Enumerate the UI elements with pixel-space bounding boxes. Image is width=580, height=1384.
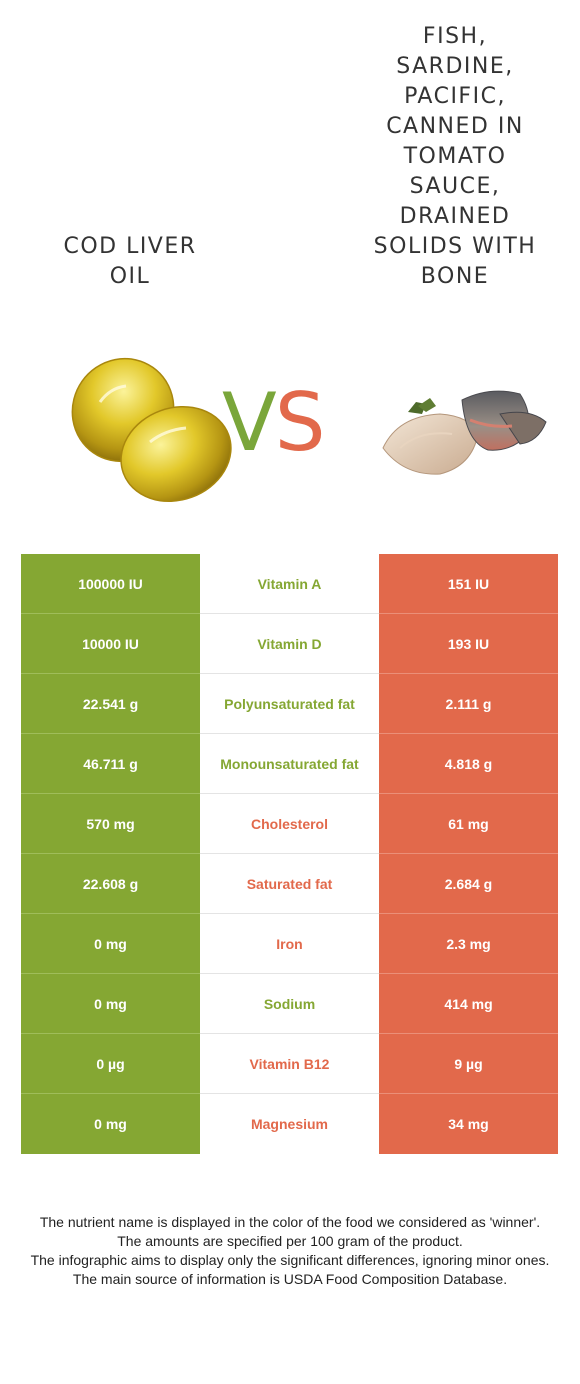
food-right-title: Fish, sardine, Pacific, canned in tomato… bbox=[373, 24, 537, 289]
left-value: 0 mg bbox=[21, 1094, 200, 1154]
table-row: 100000 IU Vitamin A 151 IU bbox=[21, 554, 558, 614]
capsule-icon-front bbox=[120, 405, 232, 503]
vs-letter-v: V bbox=[222, 376, 277, 469]
table-row: 0 mg Sodium 414 mg bbox=[21, 974, 558, 1034]
left-value: 100000 IU bbox=[21, 554, 200, 614]
nutrient-name: Cholesterol bbox=[200, 794, 379, 854]
nutrient-name: Magnesium bbox=[200, 1094, 379, 1154]
right-value: 9 µg bbox=[379, 1034, 558, 1094]
nutrient-name: Polyunsaturated fat bbox=[200, 674, 379, 734]
right-value: 2.3 mg bbox=[379, 914, 558, 974]
right-value: 193 IU bbox=[379, 614, 558, 674]
right-value: 414 mg bbox=[379, 974, 558, 1034]
nutrient-comparison-table: 100000 IU Vitamin A 151 IU 10000 IU Vita… bbox=[21, 554, 558, 1154]
footer-note: The amounts are specified per 100 gram o… bbox=[117, 1233, 463, 1249]
right-value: 61 mg bbox=[379, 794, 558, 854]
hero-illustration bbox=[71, 357, 547, 503]
table-row: 22.541 g Polyunsaturated fat 2.111 g bbox=[21, 674, 558, 734]
sardine-icon bbox=[382, 390, 547, 475]
right-value: 2.684 g bbox=[379, 854, 558, 914]
left-value: 0 mg bbox=[21, 974, 200, 1034]
table-row: 46.711 g Monounsaturated fat 4.818 g bbox=[21, 734, 558, 794]
nutrient-name: Vitamin D bbox=[200, 614, 379, 674]
right-value: 2.111 g bbox=[379, 674, 558, 734]
footer-note: The main source of information is USDA F… bbox=[72, 1271, 508, 1287]
table-row: 22.608 g Saturated fat 2.684 g bbox=[21, 854, 558, 914]
footer-notes: The nutrient name is displayed in the co… bbox=[20, 1213, 560, 1289]
table-row: 10000 IU Vitamin D 193 IU bbox=[21, 614, 558, 674]
table-row: 0 mg Iron 2.3 mg bbox=[21, 914, 558, 974]
footer-note: The infographic aims to display only the… bbox=[30, 1252, 550, 1268]
nutrient-name: Vitamin A bbox=[200, 554, 379, 614]
nutrient-name: Sodium bbox=[200, 974, 379, 1034]
nutrient-name: Iron bbox=[200, 914, 379, 974]
vs-letter-s: S bbox=[274, 376, 326, 469]
left-value: 22.541 g bbox=[21, 674, 200, 734]
food-left-title: Cod liver oil bbox=[63, 234, 197, 289]
table-row: 0 µg Vitamin B12 9 µg bbox=[21, 1034, 558, 1094]
left-value: 10000 IU bbox=[21, 614, 200, 674]
left-value: 46.711 g bbox=[21, 734, 200, 794]
left-value: 0 mg bbox=[21, 914, 200, 974]
left-value: 0 µg bbox=[21, 1034, 200, 1094]
table-row: 570 mg Cholesterol 61 mg bbox=[21, 794, 558, 854]
vs-label: VS bbox=[222, 376, 326, 469]
nutrient-name: Saturated fat bbox=[200, 854, 379, 914]
right-value: 151 IU bbox=[379, 554, 558, 614]
left-value: 22.608 g bbox=[21, 854, 200, 914]
right-value: 34 mg bbox=[379, 1094, 558, 1154]
right-value: 4.818 g bbox=[379, 734, 558, 794]
footer-note: The nutrient name is displayed in the co… bbox=[39, 1214, 541, 1230]
nutrient-name: Monounsaturated fat bbox=[200, 734, 379, 794]
table-row: 0 mg Magnesium 34 mg bbox=[21, 1094, 558, 1154]
nutrient-name: Vitamin B12 bbox=[200, 1034, 379, 1094]
left-value: 570 mg bbox=[21, 794, 200, 854]
